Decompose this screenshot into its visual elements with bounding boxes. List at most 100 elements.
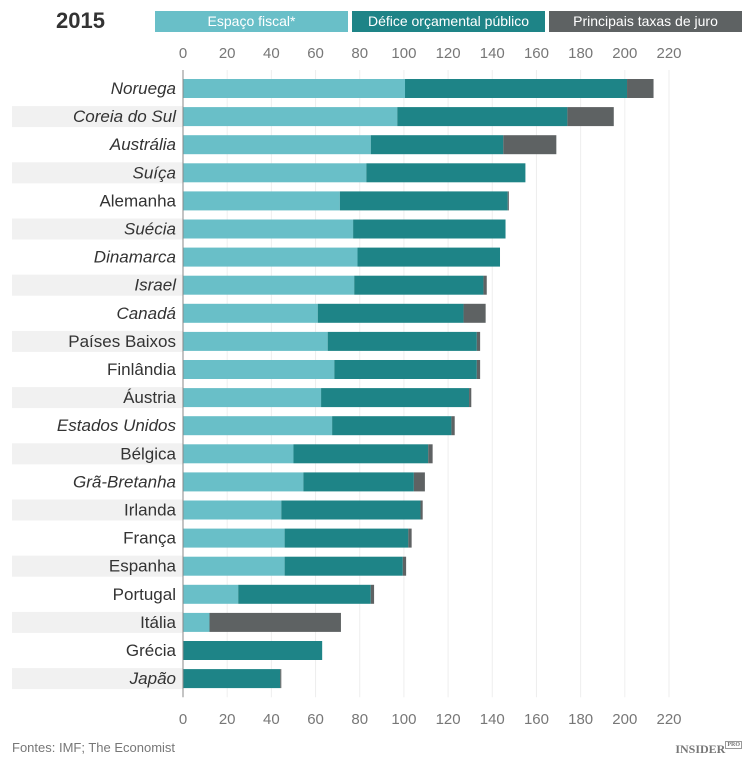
legend-budget-deficit: Défice orçamental público [352,11,545,32]
x-tick-label-bottom: 160 [524,711,549,728]
bar-segment-fiscal-space [183,500,282,520]
bar-segment-fiscal-space [183,556,285,576]
category-label: Japão [129,669,176,688]
category-label: Irlanda [124,501,177,520]
bar-segment-budget-deficit [183,641,323,660]
x-tick-label-top: 160 [524,45,549,62]
category-label: Suécia [124,220,176,239]
bar-segment-interest-rates [483,275,487,295]
category-label: Israel [134,276,177,295]
x-tick-label-bottom: 80 [351,711,368,728]
bar-segment-interest-rates [420,500,423,520]
category-label: Austrália [109,135,176,154]
bar-segment-interest-rates [463,303,486,323]
bar-segment-fiscal-space [183,135,371,155]
legend-interest-rates: Principais taxas de juro [549,11,742,32]
bar-segment-fiscal-space [183,444,294,464]
bar-segment-budget-deficit [284,528,409,548]
row-band [12,387,183,409]
bar-segment-interest-rates [413,472,425,492]
bar-segment-budget-deficit [366,163,526,183]
bar-segment-fiscal-space [183,247,358,267]
bar-segment-fiscal-space [183,331,328,351]
x-tick-label-top: 100 [391,45,416,62]
category-label: Bélgica [120,444,176,463]
bar-segment-budget-deficit [397,107,568,127]
category-label: Coreia do Sul [73,107,177,126]
x-tick-label-bottom: 100 [391,711,416,728]
category-label: Portugal [113,585,176,604]
x-tick-label-top: 220 [656,45,681,62]
bar-segment-interest-rates [402,556,407,576]
bar-segment-budget-deficit [293,444,429,464]
row-band [12,330,183,352]
bar-segment-interest-rates [428,444,433,464]
bar-segment-budget-deficit [281,500,421,520]
category-label: Itália [140,613,176,632]
bar-segment-budget-deficit [334,360,477,379]
bar-segment-budget-deficit [354,275,484,295]
x-tick-label-bottom: 120 [436,711,461,728]
bar-segment-budget-deficit [332,416,452,436]
category-label: Alemanha [99,191,176,210]
x-tick-label-bottom: 60 [307,711,324,728]
bar-segment-interest-rates [476,331,481,351]
bar-segment-interest-rates [370,584,375,604]
bar-segment-interest-rates [476,360,481,379]
x-tick-label-bottom: 220 [656,711,681,728]
bar-segment-fiscal-space [183,360,335,379]
category-label: Grã-Bretanha [73,472,176,491]
bar-segment-fiscal-space [183,275,355,295]
category-label: França [123,529,176,548]
x-tick-label-top: 140 [480,45,505,62]
legend-fiscal-space: Espaço fiscal* [155,11,348,32]
row-band [12,274,183,296]
logo-badge: PRO [725,741,742,749]
category-label: Dinamarca [94,248,176,267]
row-band [12,218,183,240]
bar-segment-fiscal-space [183,528,285,548]
bar-segment-interest-rates [567,107,614,127]
bar-segment-budget-deficit [353,219,506,239]
category-label: Grécia [126,641,177,660]
bar-segment-budget-deficit [327,331,477,351]
category-label: Espanha [109,557,177,576]
row-band [12,162,183,184]
bar-segment-fiscal-space [183,388,322,408]
x-tick-label-bottom: 20 [219,711,236,728]
bar-segment-fiscal-space [183,303,318,323]
row-band [12,443,183,465]
category-label: Noruega [111,79,176,98]
bar-segment-budget-deficit [238,584,371,604]
bar-segment-interest-rates [503,135,557,155]
bar-segment-budget-deficit [370,135,504,155]
bar-segment-budget-deficit [183,669,281,689]
bar-segment-budget-deficit [284,556,403,576]
category-label: Canadá [116,304,176,323]
x-tick-label-top: 180 [568,45,593,62]
bar-segment-budget-deficit [317,303,464,323]
category-label: Estados Unidos [57,416,177,435]
bar-segment-interest-rates [451,416,455,436]
x-tick-label-bottom: 180 [568,711,593,728]
bar-segment-interest-rates [507,191,509,211]
x-tick-label-bottom: 200 [612,711,637,728]
category-label: Suíça [133,163,176,182]
bar-segment-fiscal-space [183,472,304,492]
row-band [12,668,183,690]
bar-segment-interest-rates [209,612,341,632]
bar-segment-fiscal-space [183,584,239,604]
category-label: Países Baixos [68,332,176,351]
logo-text: INSIDER [675,742,726,756]
bar-segment-budget-deficit [357,247,501,267]
bar-segment-interest-rates [627,79,654,98]
row-band [12,611,183,633]
x-tick-label-top: 80 [351,45,368,62]
category-label: Áustria [123,388,176,407]
bar-segment-budget-deficit [339,191,508,211]
row-band [12,499,183,521]
source-note: Fontes: IMF; The Economist [12,740,176,755]
x-tick-label-top: 20 [219,45,236,62]
chart-title: 2015 [56,8,105,33]
